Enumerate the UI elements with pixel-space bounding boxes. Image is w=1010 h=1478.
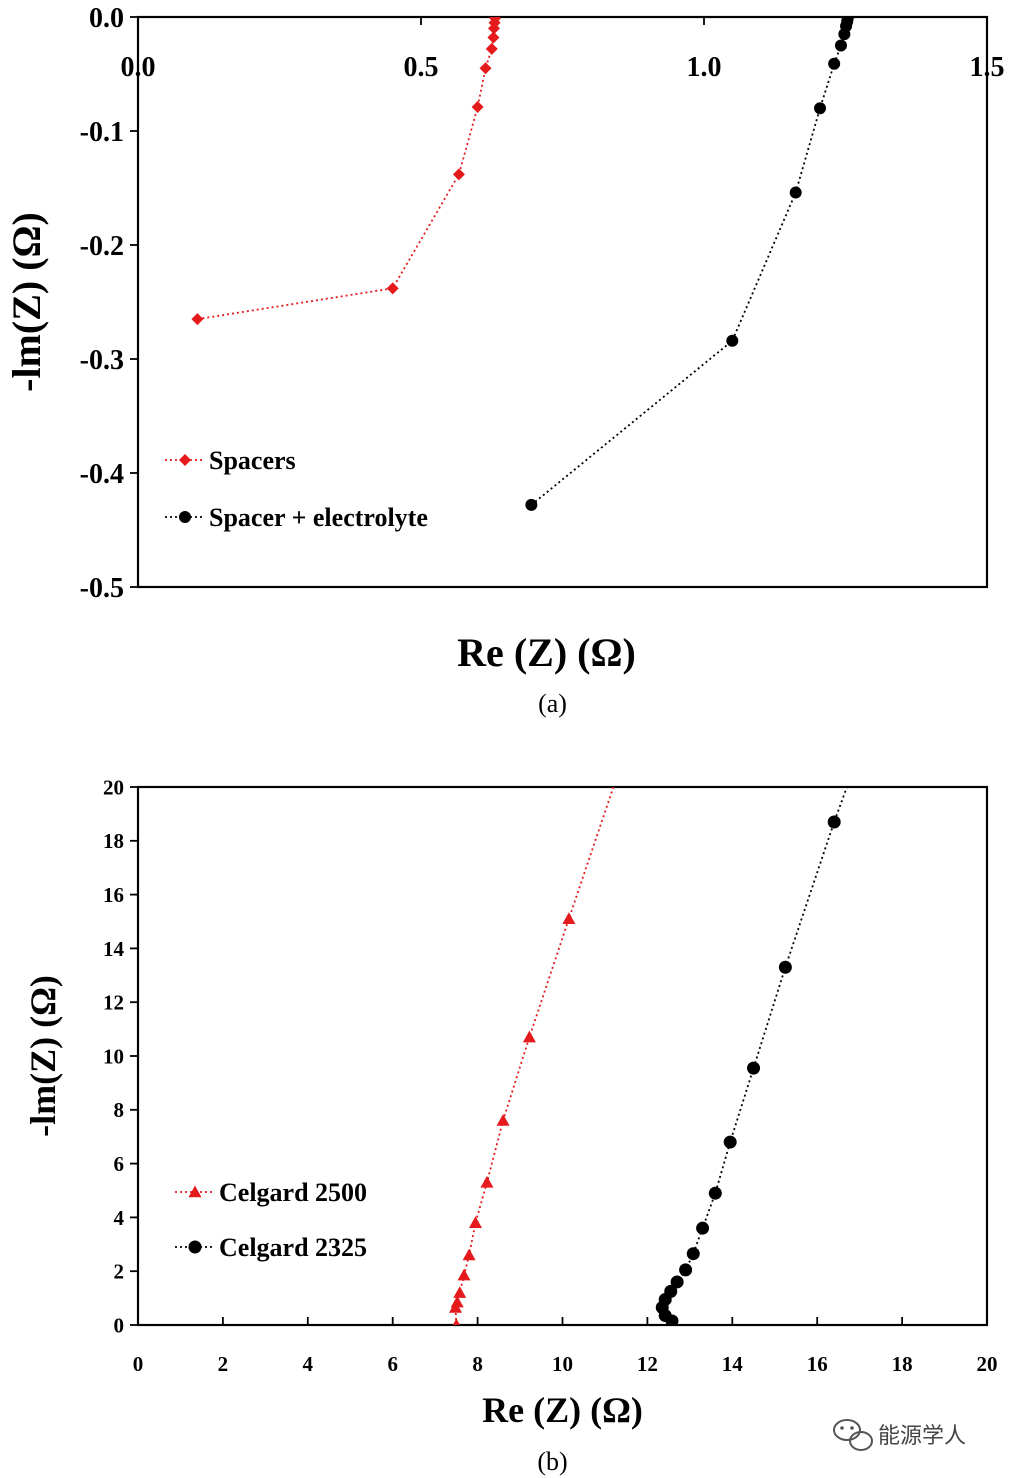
data-point	[487, 31, 500, 44]
legend-label: Spacer + electrolyte	[209, 503, 428, 532]
x-tick-label: 12	[637, 1352, 658, 1376]
data-point	[468, 1216, 482, 1228]
data-point	[686, 1247, 700, 1261]
y-tick-label: 0.0	[89, 3, 124, 34]
y-tick-label: -0.4	[80, 459, 124, 490]
panel-b-chart: 0 2 4 6 8 10 12 14 16 18 20 0 2 4 6 8 10 12 14 16 18 20 Re (Z)…	[23, 775, 998, 1476]
x-tick-label: 8	[472, 1352, 483, 1376]
x-tick-label: 10	[552, 1352, 573, 1376]
x-tick-label: 16	[807, 1352, 828, 1376]
legend-marker	[179, 454, 191, 466]
y-tick-label: 18	[103, 829, 124, 853]
data-point	[670, 1275, 684, 1289]
x-tick-label: 0	[133, 1352, 144, 1376]
y-tick-label: 12	[103, 991, 124, 1015]
y-tick-label: -0.2	[80, 231, 124, 262]
data-point	[522, 1030, 536, 1043]
data-point	[479, 62, 492, 75]
legend-label: Celgard 2325	[219, 1233, 367, 1262]
series-line	[530, 17, 849, 506]
data-point	[828, 57, 841, 70]
y-tick-label: 14	[103, 937, 125, 961]
data-point	[747, 1061, 761, 1075]
data-point	[452, 168, 465, 181]
y-tick-label: 0	[114, 1313, 125, 1337]
data-point	[723, 1135, 737, 1149]
x-tick-label: 0.0	[121, 52, 156, 83]
plot-frame	[136, 15, 989, 589]
data-point	[485, 42, 498, 55]
y-axis-title: -lm(Z) (Ω)	[23, 975, 63, 1137]
data-point	[480, 1175, 494, 1188]
data-point	[778, 960, 792, 974]
data-point	[827, 815, 841, 829]
y-tick-label: -0.3	[80, 345, 124, 376]
legend-marker	[188, 1240, 202, 1254]
x-axis-title: Re (Z) (Ω)	[457, 630, 636, 675]
data-point	[471, 101, 484, 114]
panel-label: (a)	[538, 689, 567, 718]
y-tick-label: -0.5	[80, 573, 124, 604]
y-tick-label: 4	[114, 1206, 125, 1230]
data-point	[489, 17, 502, 25]
data-point	[708, 1186, 722, 1200]
legend-marker	[179, 511, 191, 523]
series-line	[454, 787, 615, 1325]
x-tick-label: 4	[303, 1352, 314, 1376]
legend-marker	[188, 1185, 202, 1198]
x-axis-title: Re (Z) (Ω)	[482, 1390, 643, 1430]
data-point	[562, 912, 576, 925]
panel-a-chart: 0.0 0.5 1.0 1.5 0.0 -0.1 -0.2 -0.3 -0.4 -0.5 Re (Z…	[4, 3, 1005, 718]
data-point	[191, 313, 204, 326]
y-tick-label: 2	[114, 1260, 125, 1284]
data-point	[525, 498, 538, 511]
wechat-icon	[833, 1419, 873, 1451]
data-point	[841, 17, 854, 25]
plot-area	[449, 787, 848, 1325]
legend-label: Celgard 2500	[219, 1178, 367, 1207]
data-point	[457, 1268, 471, 1281]
x-tick-label: 1.5	[970, 52, 1005, 83]
watermark-text: 能源学人	[878, 1424, 966, 1449]
y-axis-title: -lm(Z) (Ω)	[4, 212, 49, 392]
x-tick-label: 2	[218, 1352, 229, 1376]
series-line	[661, 787, 848, 1322]
data-point	[452, 1318, 460, 1325]
y-tick-label: 6	[114, 1152, 125, 1176]
x-tick-label: 1.0	[687, 52, 722, 83]
y-tick-label: 8	[114, 1098, 125, 1122]
data-point	[834, 39, 847, 52]
plot-area	[191, 17, 854, 511]
data-point	[789, 186, 802, 199]
legend-label: Spacers	[209, 446, 296, 475]
y-tick-label: -0.1	[80, 117, 124, 148]
x-tick-label: 20	[977, 1352, 998, 1376]
data-point	[462, 1248, 476, 1261]
x-tick-label: 18	[892, 1352, 913, 1376]
x-tick-label: 0.5	[404, 52, 439, 83]
y-tick-label: 10	[103, 1044, 124, 1068]
data-point	[450, 1295, 464, 1308]
panel-label: (b)	[537, 1447, 567, 1476]
data-point	[496, 1114, 510, 1126]
watermark: 能源学人	[833, 1419, 966, 1451]
y-tick-label: 20	[103, 775, 124, 799]
x-tick-label: 14	[722, 1352, 744, 1376]
data-point	[679, 1263, 693, 1277]
data-point	[726, 334, 739, 347]
data-point	[453, 1286, 467, 1298]
y-tick-label: 16	[103, 883, 124, 907]
data-point	[664, 1284, 678, 1298]
data-point	[696, 1221, 710, 1235]
data-point	[386, 282, 399, 295]
data-point	[814, 102, 827, 115]
x-tick-label: 6	[387, 1352, 398, 1376]
series-line	[197, 18, 497, 320]
